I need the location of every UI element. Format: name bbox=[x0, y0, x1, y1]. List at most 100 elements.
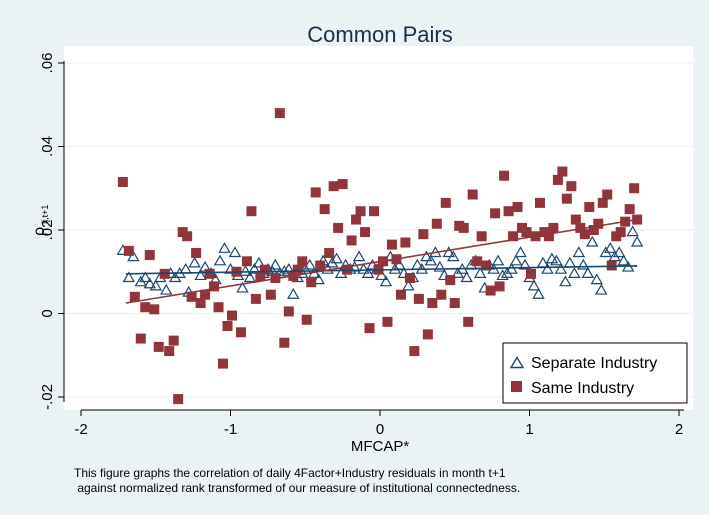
chart-title: Common Pairs bbox=[307, 22, 452, 47]
legend-box bbox=[502, 342, 688, 404]
same-industry-point bbox=[144, 250, 155, 261]
separate-industry-point bbox=[586, 235, 599, 247]
same-industry-point bbox=[400, 237, 411, 248]
separate-industry-point bbox=[518, 258, 532, 270]
same-industry-point bbox=[140, 302, 151, 313]
y-axis-label: ρ ij,t+1 bbox=[31, 205, 50, 236]
separate-industry-point bbox=[496, 269, 509, 281]
same-industry-point bbox=[346, 235, 357, 246]
same-industry-point bbox=[173, 394, 184, 405]
same-industry-point bbox=[129, 291, 140, 302]
separate-industry-point bbox=[194, 269, 207, 281]
same-industry-point bbox=[255, 270, 266, 281]
separate-industry-point bbox=[424, 254, 438, 266]
same-industry-point bbox=[467, 189, 478, 200]
y-tick-label: -.02 bbox=[39, 384, 56, 410]
same-industry-point bbox=[360, 227, 371, 238]
same-industry-point bbox=[191, 247, 202, 258]
same-industry-point bbox=[386, 239, 397, 250]
same-industry-point bbox=[123, 245, 134, 256]
separate-industry-point bbox=[514, 246, 527, 258]
same-industry-point bbox=[588, 225, 599, 235]
separate-industry-point bbox=[269, 258, 282, 270]
separate-industry-point bbox=[527, 279, 541, 291]
same-industry-point bbox=[418, 229, 429, 240]
separate-industry-point bbox=[491, 254, 505, 266]
same-industry-point bbox=[213, 302, 224, 313]
separate-industry-point bbox=[433, 260, 447, 272]
x-tick-label: 2 bbox=[675, 421, 683, 438]
separate-industry-point bbox=[366, 258, 379, 270]
separate-industry-point bbox=[473, 267, 487, 278]
y-axis-label-main: ρ bbox=[31, 227, 48, 236]
same-industry-point bbox=[279, 337, 290, 348]
same-industry-point bbox=[445, 275, 456, 286]
y-axis-label-sub: ij,t+1 bbox=[40, 205, 50, 224]
same-industry-point bbox=[337, 179, 348, 190]
separate-industry-point bbox=[127, 250, 140, 262]
separate-industry-point bbox=[402, 279, 415, 291]
separate-industry-point bbox=[626, 225, 639, 237]
same-industry-point bbox=[265, 289, 276, 300]
same-industry-point bbox=[351, 214, 362, 225]
same-industry-point bbox=[149, 304, 160, 315]
separate-industry-point bbox=[603, 242, 617, 253]
separate-industry-point bbox=[460, 271, 473, 283]
separate-industry-point bbox=[213, 254, 227, 266]
same-industry-point bbox=[557, 166, 568, 177]
separate-industry-point bbox=[509, 254, 523, 266]
separate-industry-point bbox=[541, 262, 554, 274]
separate-industry-point bbox=[595, 283, 608, 295]
separate-industry-point bbox=[447, 250, 460, 262]
same-industry-point bbox=[521, 227, 532, 238]
same-industry-point bbox=[409, 346, 420, 357]
same-industry-point bbox=[575, 222, 586, 233]
same-industry-point bbox=[218, 358, 229, 369]
same-industry-point bbox=[436, 289, 447, 300]
same-industry-point bbox=[153, 341, 164, 352]
same-industry-point bbox=[440, 197, 451, 208]
separate-industry-point bbox=[252, 256, 266, 268]
same-industry-point bbox=[427, 298, 438, 309]
legend-marker-same-industry bbox=[511, 381, 522, 392]
separate-industry-point bbox=[159, 283, 173, 295]
separate-industry-point bbox=[554, 262, 568, 274]
same-industry-point bbox=[476, 231, 487, 242]
separate-industry-point bbox=[352, 250, 366, 262]
same-industry-point bbox=[241, 256, 252, 267]
same-industry-point bbox=[552, 174, 563, 185]
svg-text:ρij,t+1: ρ ij,t+1 bbox=[31, 205, 50, 236]
legend-marker-separate-industry bbox=[509, 356, 525, 369]
same-industry-point bbox=[200, 289, 211, 300]
same-industry-point bbox=[413, 293, 424, 304]
separate-industry-point bbox=[577, 258, 590, 270]
separate-industry-point bbox=[361, 267, 375, 278]
separate-industry-point bbox=[442, 246, 456, 258]
separate-industry-point bbox=[568, 267, 581, 278]
separate-industry-point bbox=[218, 242, 231, 253]
same-industry-point bbox=[306, 277, 317, 288]
same-industry-point bbox=[209, 281, 220, 292]
separate-industry-point bbox=[239, 265, 252, 276]
separate-industry-point bbox=[559, 275, 572, 287]
same-industry-point bbox=[485, 285, 496, 296]
same-industry-point bbox=[117, 176, 128, 187]
same-industry-point bbox=[274, 108, 285, 119]
same-industry-point bbox=[525, 268, 536, 279]
y-tick-label: 0 bbox=[39, 309, 56, 317]
same-industry-point bbox=[570, 214, 581, 225]
separate-industry-point bbox=[139, 271, 152, 283]
same-industry-point bbox=[324, 247, 335, 258]
same-industry-point bbox=[355, 206, 366, 217]
separate-industry-point bbox=[143, 277, 157, 289]
legend-label-separate-industry: Separate Industry bbox=[531, 355, 657, 372]
same-industry-point bbox=[164, 346, 175, 357]
separate-industry-point bbox=[581, 267, 595, 278]
same-industry-point bbox=[297, 256, 308, 267]
same-industry-point bbox=[543, 231, 554, 242]
separate-industry-point bbox=[420, 250, 433, 262]
caption-line-1: This figure graphs the correlation of da… bbox=[74, 466, 506, 480]
same-industry-point bbox=[310, 187, 321, 198]
same-industry-point bbox=[301, 314, 312, 325]
legend: Separate Industry Same Industry bbox=[502, 342, 688, 404]
